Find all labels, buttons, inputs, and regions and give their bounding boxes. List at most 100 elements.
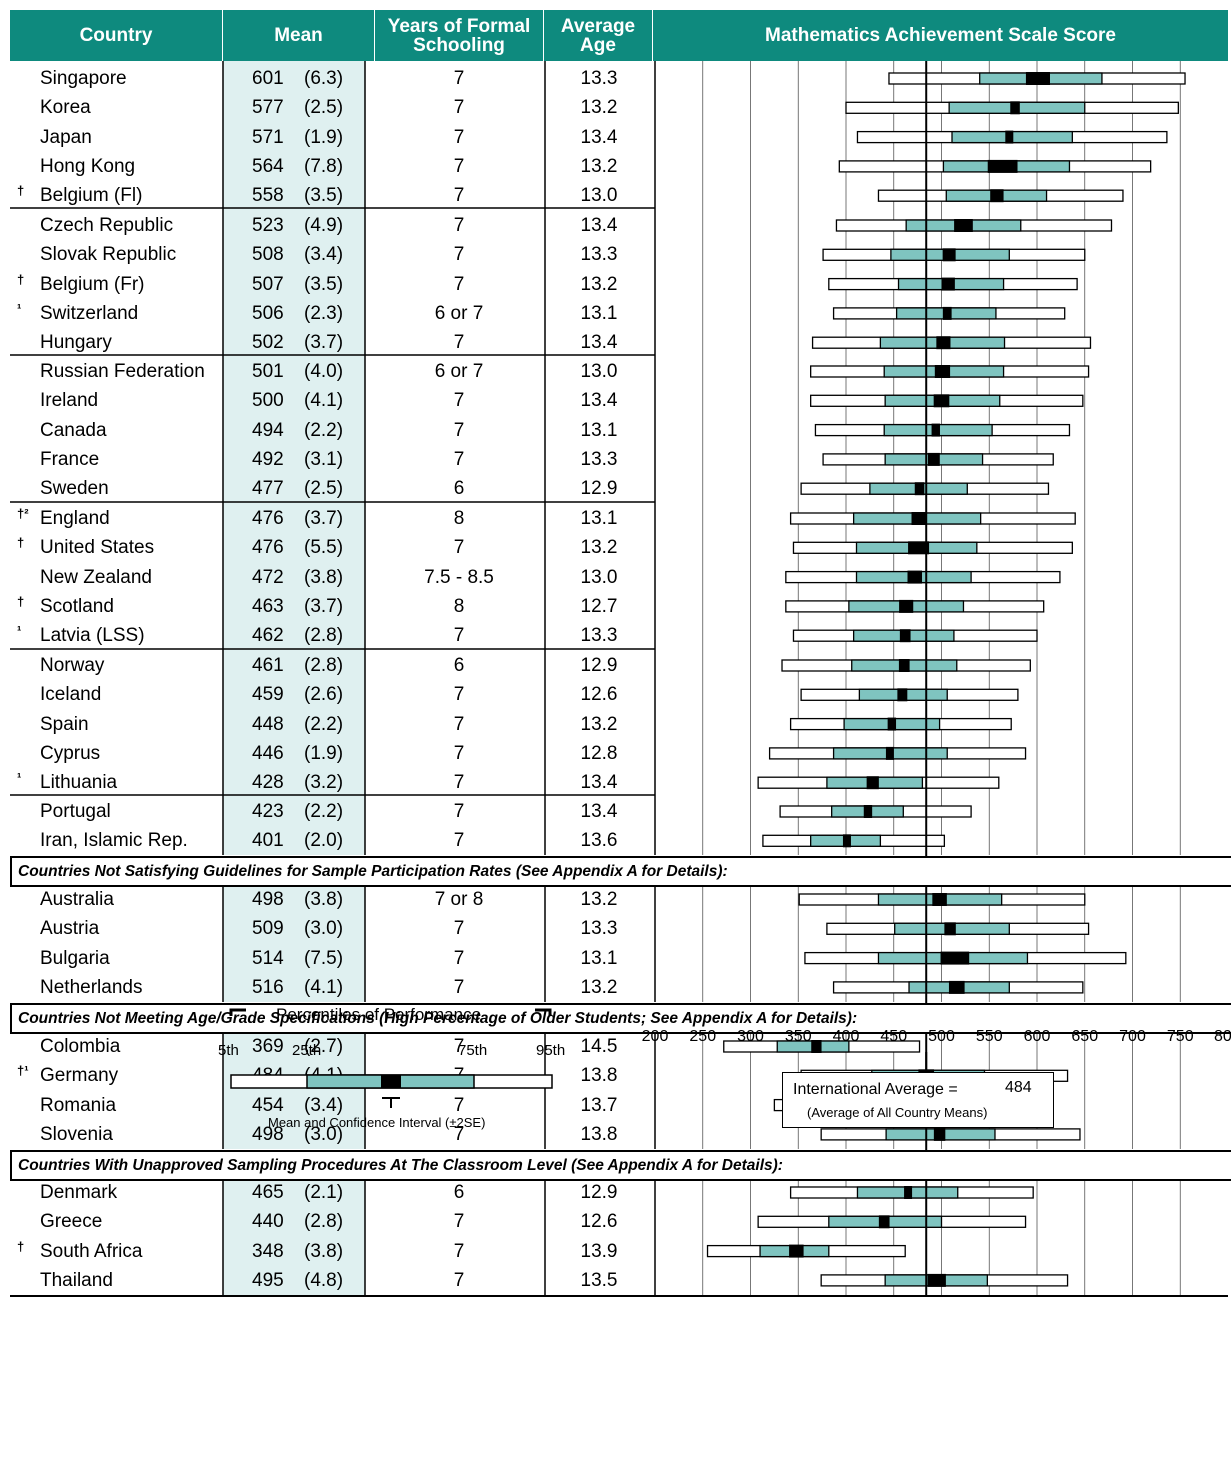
average-age: 13.2 (580, 155, 618, 177)
country-name: Russian Federation (40, 361, 205, 382)
table-row: Thailand 495 (4.8) 7 13.5 (0, 1266, 655, 1295)
country-name: Korea (40, 97, 91, 119)
table-row: † Belgium (Fl) 558 (3.5) 7 13.0 (0, 181, 655, 210)
mean-ci-38 (927, 1273, 946, 1287)
standard-error: (3.0) (304, 1123, 344, 1145)
x-tick-label: 300 (737, 1028, 764, 1045)
mean-ci-22 (887, 717, 897, 731)
footnote-mark: † (17, 535, 25, 551)
mean-ci-35 (904, 1186, 913, 1199)
mean-ci-9 (936, 336, 951, 350)
standard-error: (4.9) (304, 215, 344, 236)
legend-p95: 95th (536, 1042, 566, 1059)
table-row: Austria 509 (3.0) 7 13.3 (0, 914, 655, 943)
average-age: 13.0 (580, 566, 618, 588)
mean-value: 454 (252, 1094, 284, 1116)
table-row: Hungary 502 (3.7) 7 13.4 (0, 328, 655, 357)
international-average-box: International Average = 484 (Average of … (782, 1072, 1054, 1128)
country-name: Latvia (LSS) (40, 625, 145, 647)
mean-value: 446 (252, 742, 284, 764)
standard-error: (3.0) (304, 918, 344, 940)
mean-ci-11 (933, 394, 950, 408)
standard-error: (2.2) (304, 801, 344, 822)
mean-ci-24 (866, 776, 879, 790)
mean-ci-31 (811, 1040, 822, 1053)
country-name: Germany (40, 1065, 119, 1087)
mean-ci-13 (927, 452, 940, 466)
footnote-mark: † (17, 593, 25, 609)
standard-error: (3.1) (304, 448, 344, 470)
mean-ci-18 (899, 599, 914, 613)
international-average-note: (Average of All Country Means) (807, 1105, 988, 1120)
average-age: 14.5 (580, 1036, 618, 1057)
table-row: Denmark 465 (2.1) 6 12.9 (0, 1178, 655, 1207)
average-age: 12.8 (580, 742, 618, 764)
mean-ci-2 (1005, 130, 1014, 144)
standard-error: (1.9) (304, 742, 344, 764)
mean-ci-37 (789, 1244, 804, 1258)
mean-value: 516 (252, 976, 284, 998)
table-row: Bulgaria 514 (7.5) 7 13.1 (0, 944, 655, 973)
header-country: Country (79, 25, 153, 46)
years-of-schooling: 7 (453, 1094, 465, 1116)
section-banner-sampling: Countries With Unapproved Sampling Proce… (10, 1150, 1231, 1181)
standard-error: (3.7) (304, 508, 344, 529)
mean-value: 461 (252, 655, 284, 676)
table-row: Ireland 500 (4.1) 7 13.4 (0, 386, 655, 415)
years-of-schooling: 6 (453, 655, 465, 676)
standard-error: (1.9) (304, 126, 344, 148)
section-banner-age-grade: Countries Not Meeting Age/Grade Specific… (10, 1003, 1231, 1034)
mean-ci-34 (933, 1127, 946, 1141)
mean-ci-5 (954, 219, 973, 232)
mean-value: 498 (252, 1123, 284, 1145)
legend-p75: 75th (458, 1042, 488, 1059)
average-age: 12.9 (580, 1182, 618, 1203)
mean-column-shading (223, 1178, 365, 1296)
table-row: † Scotland 463 (3.7) 8 12.7 (0, 592, 655, 621)
country-name: Scotland (40, 595, 114, 617)
years-of-schooling: 7 (453, 918, 465, 940)
average-age: 12.9 (580, 655, 618, 676)
years-of-schooling: 6 (453, 478, 465, 500)
mean-value: 500 (252, 390, 284, 412)
years-of-schooling: 7 (453, 390, 465, 412)
years-of-schooling: 7 (453, 976, 465, 998)
table-row: Singapore 601 (6.3) 7 13.3 (0, 64, 655, 93)
x-tick-label: 450 (880, 1028, 908, 1045)
table-header: Country Mean Years of Formal Schooling A… (10, 10, 1228, 61)
years-of-schooling: 7 (453, 215, 465, 236)
mean-ci-8 (942, 306, 952, 320)
average-age: 13.8 (580, 1065, 618, 1087)
average-age: 12.6 (580, 684, 618, 706)
average-age: 13.3 (580, 448, 618, 470)
mean-ci-10 (934, 365, 951, 378)
table-row: France 492 (3.1) 7 13.3 (0, 445, 655, 474)
average-age: 13.2 (580, 537, 618, 559)
footnote-mark: † (17, 271, 25, 287)
country-name: Colombia (40, 1036, 121, 1057)
mean-value: 459 (252, 684, 284, 706)
legend: Percentiles of Performance 5th 25th 75th… (210, 1000, 590, 1180)
average-age: 13.9 (580, 1240, 618, 1262)
table-row: ¹ Switzerland 506 (2.3) 6 or 7 13.1 (0, 299, 655, 328)
table-row: Slovak Republic 508 (3.4) 7 13.3 (0, 240, 655, 269)
mean-ci-16 (908, 541, 930, 555)
standard-error: (3.2) (304, 772, 344, 794)
country-name: Ireland (40, 390, 99, 412)
country-name: Belgium (Fr) (40, 273, 145, 295)
standard-error: (7.8) (304, 155, 344, 177)
average-age: 13.4 (580, 126, 618, 148)
average-age: 13.4 (580, 332, 618, 354)
standard-error: (2.3) (304, 302, 344, 324)
table-row: Spain 448 (2.2) 7 13.2 (0, 710, 655, 739)
average-age: 13.5 (580, 1269, 618, 1291)
mean-ci-36 (878, 1215, 890, 1229)
mean-value: 501 (252, 361, 284, 382)
mean-ci-7 (941, 277, 955, 291)
mean-value: 494 (252, 419, 284, 441)
country-name: Netherlands (40, 976, 143, 998)
standard-error: (3.5) (304, 185, 344, 207)
footnote-mark: ¹ (17, 623, 22, 639)
standard-error: (3.4) (304, 244, 344, 266)
average-age: 13.2 (580, 976, 618, 998)
